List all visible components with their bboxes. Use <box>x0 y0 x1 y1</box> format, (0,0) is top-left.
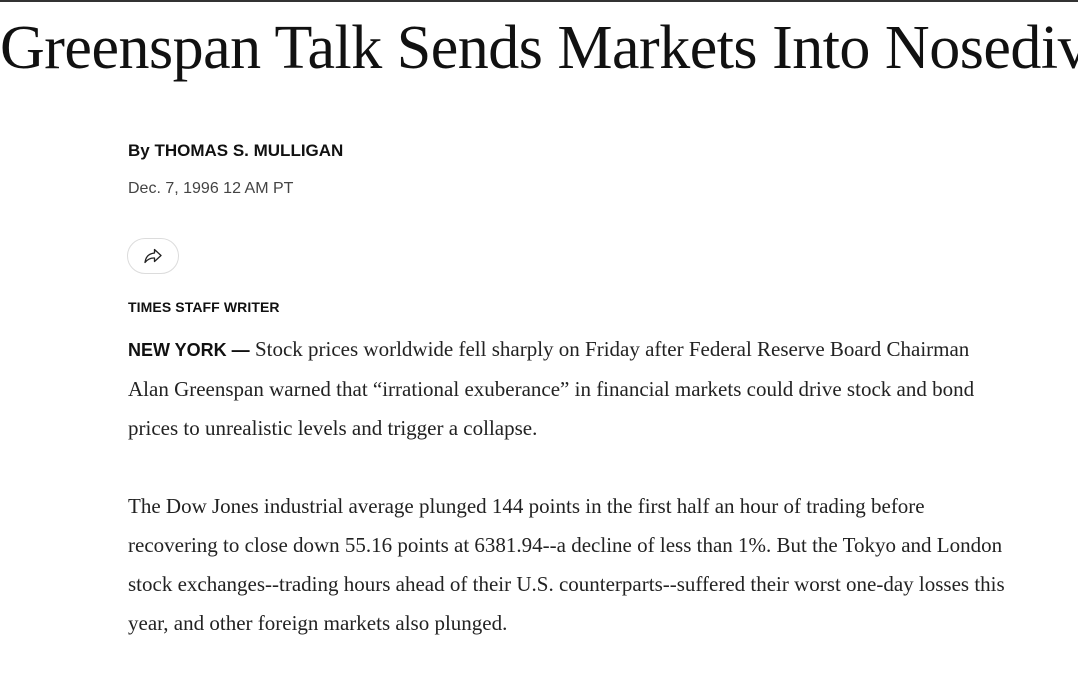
share-button[interactable] <box>127 238 179 274</box>
paragraph: The Dow Jones industrial average plunged… <box>128 494 1005 635</box>
byline[interactable]: By THOMAS S. MULLIGAN <box>128 141 344 160</box>
article-body: NEW YORK — Stock prices worldwide fell s… <box>128 330 1008 682</box>
publish-date: Dec. 7, 1996 12 AM PT <box>128 180 294 197</box>
dateline-city: NEW YORK — <box>128 340 250 360</box>
staff-writer-label: TIMES STAFF WRITER <box>128 299 280 315</box>
paragraph-text: Stock prices worldwide fell sharply on F… <box>128 337 975 440</box>
headline: Greenspan Talk Sends Markets Into Nosedi… <box>0 14 1078 82</box>
paragraph: NEW YORK — Stock prices worldwide fell s… <box>128 330 1008 448</box>
share-arrow-icon <box>143 247 163 265</box>
